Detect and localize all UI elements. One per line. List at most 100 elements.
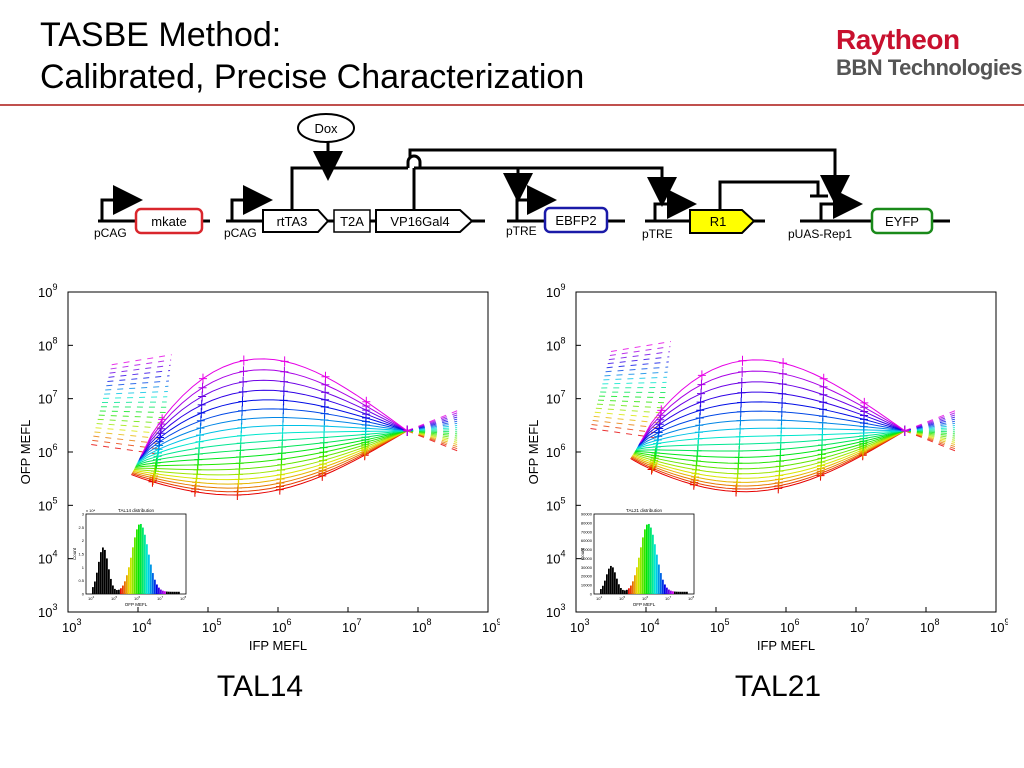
x-axis-label: IFP MEFL	[249, 638, 307, 653]
dashed-guide	[904, 427, 955, 432]
inset-y-tick-label: 70000	[581, 529, 593, 534]
series-line	[134, 430, 408, 471]
dashed-guide	[904, 429, 955, 432]
series-line	[638, 401, 906, 446]
dashed-guide	[111, 354, 172, 366]
data-marker	[150, 466, 159, 477]
data-marker	[778, 388, 787, 399]
promoter-label-3: pTRE	[506, 224, 537, 238]
inset-y-exponent: x 10⁴	[86, 508, 96, 513]
dashed-guide	[107, 375, 170, 383]
promoter-arrow-1	[100, 185, 143, 221]
gene-mkate	[134, 207, 204, 235]
dashed-guide	[407, 418, 458, 432]
inset-bar	[100, 552, 102, 594]
inset-bar	[608, 568, 610, 594]
inset-bar	[120, 588, 122, 594]
inset-bar	[170, 591, 172, 594]
inset-bar	[136, 529, 138, 594]
inset-bar	[152, 573, 154, 594]
dashed-guide	[407, 430, 458, 445]
series-group	[590, 341, 956, 497]
series-line	[632, 430, 906, 479]
gene-rtta3	[262, 209, 330, 233]
inset-bar	[602, 585, 604, 594]
x-tick-label: 104	[640, 617, 659, 635]
inset-bar	[158, 587, 160, 594]
data-marker	[279, 395, 288, 406]
promoter-arrow-2	[230, 185, 273, 221]
series-line	[132, 430, 408, 489]
gene-ebfp2-label: EBFP2	[555, 213, 596, 228]
series-line	[131, 430, 408, 493]
inset-y-tick-label: 30000	[581, 565, 593, 570]
x-tick-label: 108	[412, 617, 431, 635]
inset-bar	[616, 578, 618, 594]
data-marker	[148, 474, 157, 485]
dashed-guide	[607, 356, 670, 365]
title-line-2: Calibrated, Precise Characterization	[40, 58, 585, 96]
inset-bar	[678, 591, 680, 594]
inset-bar	[652, 534, 654, 594]
inset-bar	[658, 564, 660, 594]
inset-bar	[604, 580, 606, 594]
inset-bar	[116, 590, 118, 594]
data-marker	[151, 463, 160, 474]
inset-y-tick-label: 1.5	[78, 552, 84, 557]
inset-bar	[106, 558, 108, 594]
data-marker	[280, 356, 289, 367]
inset-bar	[624, 590, 626, 594]
inset-y-tick-label: 60000	[581, 538, 593, 543]
x-tick-label: 109	[990, 617, 1008, 635]
line-crossover	[406, 154, 422, 168]
inset-bar	[156, 584, 158, 594]
inset-bar	[166, 591, 168, 594]
y-tick-label: 104	[546, 549, 565, 567]
dashed-guide	[407, 429, 458, 432]
series-line	[139, 389, 408, 459]
inset-y-tick-label: 90000	[581, 512, 593, 517]
dashed-guide	[406, 430, 458, 452]
x-tick-label: 107	[342, 617, 361, 635]
data-marker	[900, 425, 909, 436]
inset-bar	[660, 573, 662, 594]
y-axis-label: OFP MEFL	[18, 420, 33, 485]
y-tick-label: 103	[546, 602, 565, 620]
data-marker	[280, 366, 289, 377]
dashed-guide	[904, 410, 956, 432]
inset-bar	[140, 523, 142, 594]
inset-x-tick-label: 105	[111, 595, 117, 601]
data-marker	[657, 405, 666, 416]
data-marker	[778, 378, 787, 389]
dashed-guide	[102, 401, 167, 404]
dashed-guide	[407, 430, 458, 439]
data-marker	[237, 422, 246, 433]
company-logo: Raytheon BBN Technologies	[836, 26, 1022, 82]
x-tick-label: 108	[920, 617, 939, 635]
inset-bar	[670, 590, 672, 594]
inset-bar	[622, 589, 624, 594]
inset-y-tick-label: 50000	[581, 547, 593, 552]
gene-vp16gal4-label: VP16Gal4	[390, 214, 449, 229]
title-divider	[0, 104, 1024, 106]
dashed-guide	[904, 430, 956, 441]
data-marker	[198, 373, 207, 384]
data-marker	[696, 397, 705, 408]
x-tick-label: 103	[62, 617, 81, 635]
dox-node	[297, 113, 355, 143]
series-line	[631, 430, 906, 487]
dashed-guide	[108, 370, 171, 378]
inset-bar	[632, 581, 634, 594]
inset-bar	[134, 537, 136, 594]
data-marker	[279, 412, 288, 423]
to-puas-arrow	[408, 148, 850, 205]
inset-bar	[648, 523, 650, 594]
inset-bar	[130, 557, 132, 594]
inset-y-tick-label: 0.5	[78, 578, 84, 583]
inset-bar	[112, 585, 114, 594]
inset-bar	[610, 565, 612, 594]
dashed-guide	[407, 430, 458, 433]
gene-mkate-label: mkate	[151, 214, 186, 229]
data-marker	[778, 368, 787, 379]
dashed-guide	[904, 422, 956, 432]
